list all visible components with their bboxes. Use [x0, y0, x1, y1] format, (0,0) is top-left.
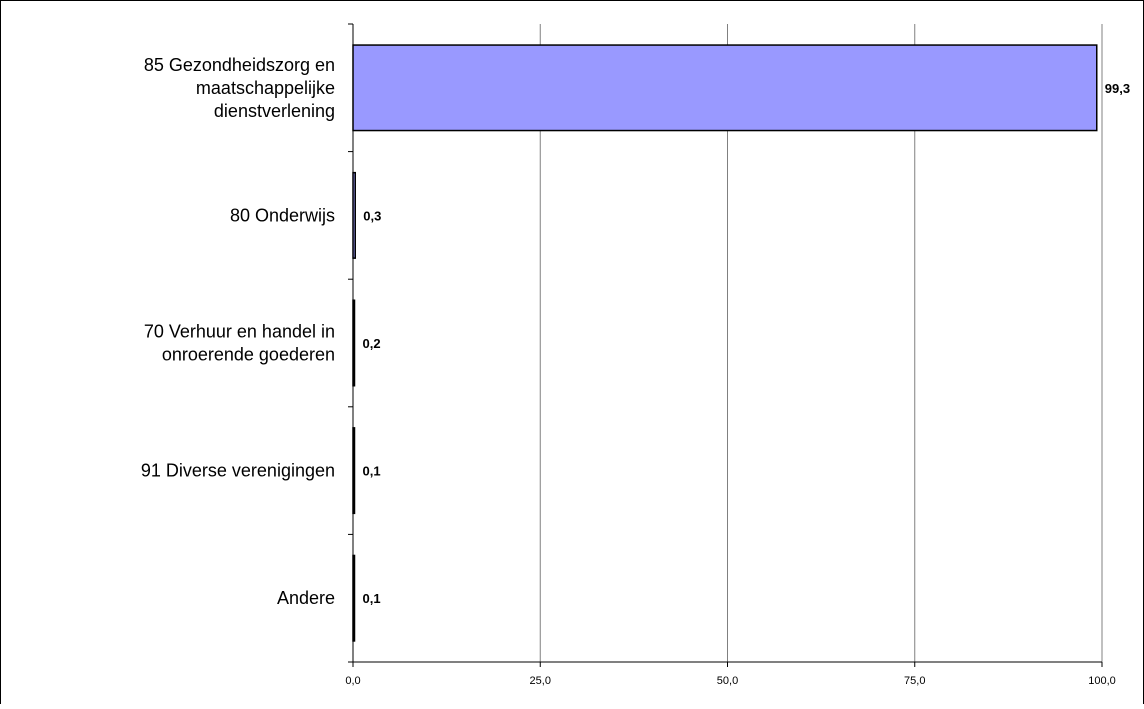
category-label: 85 Gezondheidszorg en maatschappelijke die…: [144, 55, 335, 121]
category-label-line: 91 Diverse verenigingen: [141, 461, 335, 481]
bar: [352, 44, 1098, 132]
axes: [348, 23, 1103, 667]
category-label-line: dienstverlening: [214, 101, 335, 121]
labels: 0,0 25,0 50,0 75,0 100,0 99,3 85 Gezondheidszo…: [141, 55, 1130, 687]
category-label: 80 Onderwijs: [230, 205, 335, 225]
data-label: 0,1: [363, 591, 381, 606]
data-label: 0,3: [363, 208, 381, 223]
data-label: 0,2: [363, 336, 381, 351]
category-label: Andere: [277, 588, 335, 608]
category-label-line: maatschappelijke: [196, 78, 335, 98]
x-tick-label: 25,0: [530, 675, 551, 687]
category-label-line: 70 Verhuur en handel in: [144, 322, 335, 342]
category-label: 91 Diverse verenigingen: [141, 461, 335, 481]
category-label-line: onroerende goederen: [162, 345, 335, 365]
x-tick-label: 0,0: [345, 675, 360, 687]
category-label-line: Andere: [277, 588, 335, 608]
category-label-line: 85 Gezondheidszorg en: [144, 55, 335, 75]
x-tick-label: 75,0: [904, 675, 925, 687]
x-tick-label: 100,0: [1088, 675, 1116, 687]
category-label-line: 80 Onderwijs: [230, 205, 335, 225]
x-tick-label: 50,0: [717, 675, 738, 687]
data-label: 99,3: [1105, 81, 1130, 96]
data-label: 0,1: [363, 464, 381, 479]
category-label: 70 Verhuur en handel in onroerende goeder…: [144, 322, 335, 365]
